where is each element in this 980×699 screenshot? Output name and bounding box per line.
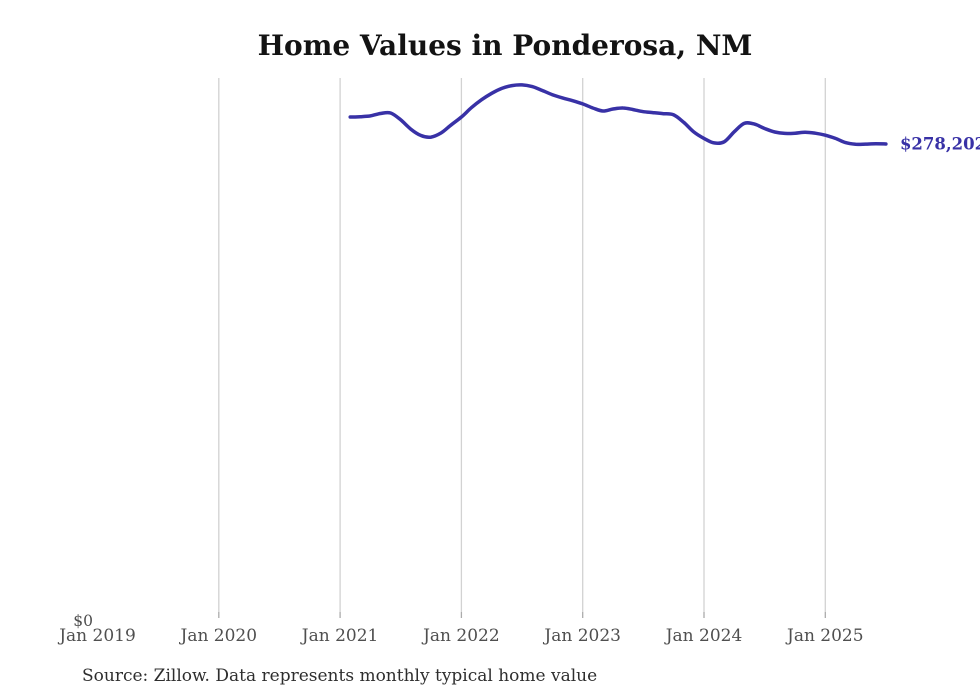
chart-title: Home Values in Ponderosa, NM bbox=[257, 29, 753, 62]
x-tick-label-2022: Jan 2022 bbox=[421, 626, 500, 646]
y-tick-label-zero: $0 bbox=[73, 612, 93, 630]
current-value-label: $278,202 bbox=[900, 134, 980, 153]
x-tick-label-2019: Jan 2019 bbox=[57, 626, 136, 646]
x-tick-label-2021: Jan 2021 bbox=[300, 626, 379, 646]
home-value-line bbox=[348, 83, 888, 147]
x-tick-label-2025: Jan 2025 bbox=[785, 626, 864, 646]
x-tick-label-2024: Jan 2024 bbox=[664, 626, 743, 646]
x-tick-label-2023: Jan 2023 bbox=[542, 626, 621, 646]
x-tick-label-2020: Jan 2020 bbox=[179, 626, 258, 646]
source-note: Source: Zillow. Data represents monthly … bbox=[82, 666, 598, 686]
